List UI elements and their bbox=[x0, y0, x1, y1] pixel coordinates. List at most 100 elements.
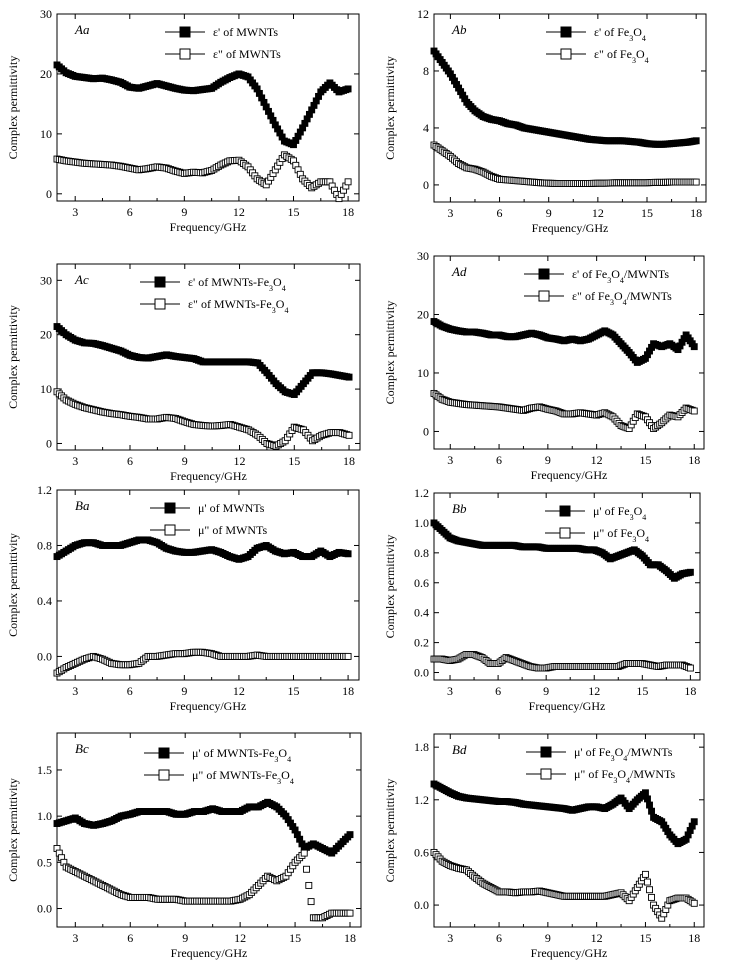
data-point bbox=[345, 373, 353, 381]
x-tick-label: 3 bbox=[447, 931, 453, 945]
y-tick-label: 0 bbox=[46, 187, 52, 201]
y-axis-title: Complex permittivity bbox=[6, 56, 20, 160]
y-tick-label: 0.0 bbox=[414, 666, 429, 680]
panel-label: Ab bbox=[451, 22, 467, 37]
legend-entry-1: ε' of Fe3O4 bbox=[546, 25, 646, 43]
y-tick-label: 30 bbox=[40, 273, 52, 287]
y-tick-label: 30 bbox=[40, 7, 52, 21]
data-point bbox=[641, 789, 649, 797]
y-axis-title: Complex permittivity bbox=[383, 56, 397, 160]
x-axis-title: Frequency/GHz bbox=[170, 220, 247, 234]
x-tick-label: 12 bbox=[588, 684, 600, 698]
chart-panel-bb: 3 6 9 12 15 18 0.0 0.2 0.4 0.6 0.8 1.0 1.2 Frequency/… bbox=[383, 486, 701, 713]
data-point bbox=[344, 85, 352, 93]
x-tick-label: 12 bbox=[233, 205, 245, 219]
legend-entry-2: μ" of Fe3O4 bbox=[545, 526, 649, 544]
data-point bbox=[305, 881, 313, 889]
legend-entry-2: ε" of MWNTs bbox=[165, 47, 281, 61]
y-tick-label: 20 bbox=[40, 67, 52, 81]
plot-frame bbox=[433, 255, 705, 450]
series-1 bbox=[53, 798, 354, 857]
series-2 bbox=[430, 389, 698, 432]
y-tick-label: 12 bbox=[417, 7, 429, 21]
y-tick-label: 20 bbox=[417, 307, 429, 321]
y-tick-label: 1.2 bbox=[414, 793, 429, 807]
x-tick-label: 15 bbox=[639, 931, 651, 945]
legend-marker bbox=[164, 524, 176, 536]
legend-marker bbox=[540, 768, 552, 780]
data-point bbox=[644, 795, 651, 803]
legend-label: μ' of MWNTs bbox=[198, 501, 265, 515]
data-point bbox=[692, 137, 700, 145]
data-point bbox=[346, 909, 354, 917]
y-tick-label: 1.5 bbox=[37, 763, 52, 777]
series-2 bbox=[430, 141, 700, 187]
series-2 bbox=[430, 848, 698, 922]
x-axis-title: Frequency/GHz bbox=[170, 469, 247, 483]
x-tick-label: 6 bbox=[127, 454, 133, 468]
x-tick-label: 3 bbox=[447, 206, 453, 220]
legend-label: ε' of Fe3O4/MWNTs bbox=[572, 267, 669, 285]
legend-label: ε' of Fe3O4 bbox=[594, 25, 646, 43]
x-tick-label: 18 bbox=[342, 684, 354, 698]
x-tick-label: 15 bbox=[289, 931, 301, 945]
panel-label: Bd bbox=[452, 742, 467, 757]
legend-label: ε' of MWNTs bbox=[213, 25, 278, 39]
legend-label: ε" of Fe3O4/MWNTs bbox=[572, 289, 672, 307]
x-tick-label: 9 bbox=[181, 205, 187, 219]
y-tick-label: 4 bbox=[423, 121, 429, 135]
data-point bbox=[690, 818, 698, 826]
legend-entry-2: ε" of Fe3O4 bbox=[546, 47, 649, 65]
legend-label: ε" of MWNTs bbox=[213, 47, 281, 61]
legend-label: μ" of MWNTs bbox=[198, 523, 267, 537]
y-axis-title: Complex permittivity bbox=[383, 779, 397, 883]
legend-marker bbox=[559, 505, 571, 517]
legend-label: ε" of Fe3O4 bbox=[594, 47, 649, 65]
x-tick-label: 9 bbox=[182, 454, 188, 468]
data-point bbox=[646, 801, 653, 809]
y-tick-label: 0.0 bbox=[414, 898, 429, 912]
data-point bbox=[690, 899, 698, 907]
x-tick-label: 6 bbox=[127, 205, 133, 219]
y-tick-label: 20 bbox=[40, 328, 52, 342]
legend-label: μ' of Fe3O4 bbox=[593, 504, 646, 522]
legend-entry-2: ε" of MWNTs-Fe3O4 bbox=[140, 297, 288, 315]
x-tick-label: 12 bbox=[234, 931, 246, 945]
x-axis-title: Frequency/GHz bbox=[171, 946, 248, 960]
legend-entry-1: ε' of Fe3O4/MWNTs bbox=[524, 267, 669, 285]
series-1 bbox=[430, 780, 698, 848]
x-tick-label: 15 bbox=[288, 205, 300, 219]
x-tick-label: 6 bbox=[127, 931, 133, 945]
x-tick-label: 3 bbox=[72, 931, 78, 945]
x-tick-label: 6 bbox=[496, 931, 502, 945]
plot-frame bbox=[433, 13, 707, 203]
y-axis-title: Complex permittivity bbox=[6, 533, 20, 637]
x-tick-label: 18 bbox=[688, 453, 700, 467]
x-tick-label: 3 bbox=[72, 454, 78, 468]
x-tick-label: 18 bbox=[688, 931, 700, 945]
x-tick-label: 3 bbox=[72, 684, 78, 698]
chart-panel-bd: 3 6 9 12 15 18 0.0 0.6 1.2 1.8 Frequency/GHz Comple… bbox=[383, 733, 705, 960]
x-tick-label: 9 bbox=[543, 684, 549, 698]
x-tick-label: 6 bbox=[497, 206, 503, 220]
chart-panel-ac: 3 6 9 12 15 18 0 10 20 30 Frequency/GHz Complex per… bbox=[6, 263, 361, 483]
data-point bbox=[344, 652, 352, 660]
y-tick-label: 0 bbox=[423, 424, 429, 438]
x-axis-title: Frequency/GHz bbox=[531, 946, 608, 960]
x-axis-title: Frequency/GHz bbox=[532, 221, 609, 235]
legend-marker bbox=[154, 276, 166, 288]
x-tick-label: 12 bbox=[591, 931, 603, 945]
legend-entry-2: μ" of MWNTs bbox=[150, 523, 267, 537]
data-point bbox=[690, 407, 698, 415]
data-point bbox=[644, 878, 651, 886]
y-tick-label: 0 bbox=[423, 178, 429, 192]
legend-entry-1: μ' of Fe3O4 bbox=[545, 504, 646, 522]
panel-label: Ad bbox=[451, 264, 467, 279]
x-tick-label: 6 bbox=[496, 453, 502, 467]
data-point bbox=[303, 865, 310, 873]
y-tick-label: 10 bbox=[417, 366, 429, 380]
x-tick-label: 15 bbox=[636, 684, 648, 698]
plot-frame bbox=[56, 732, 362, 928]
